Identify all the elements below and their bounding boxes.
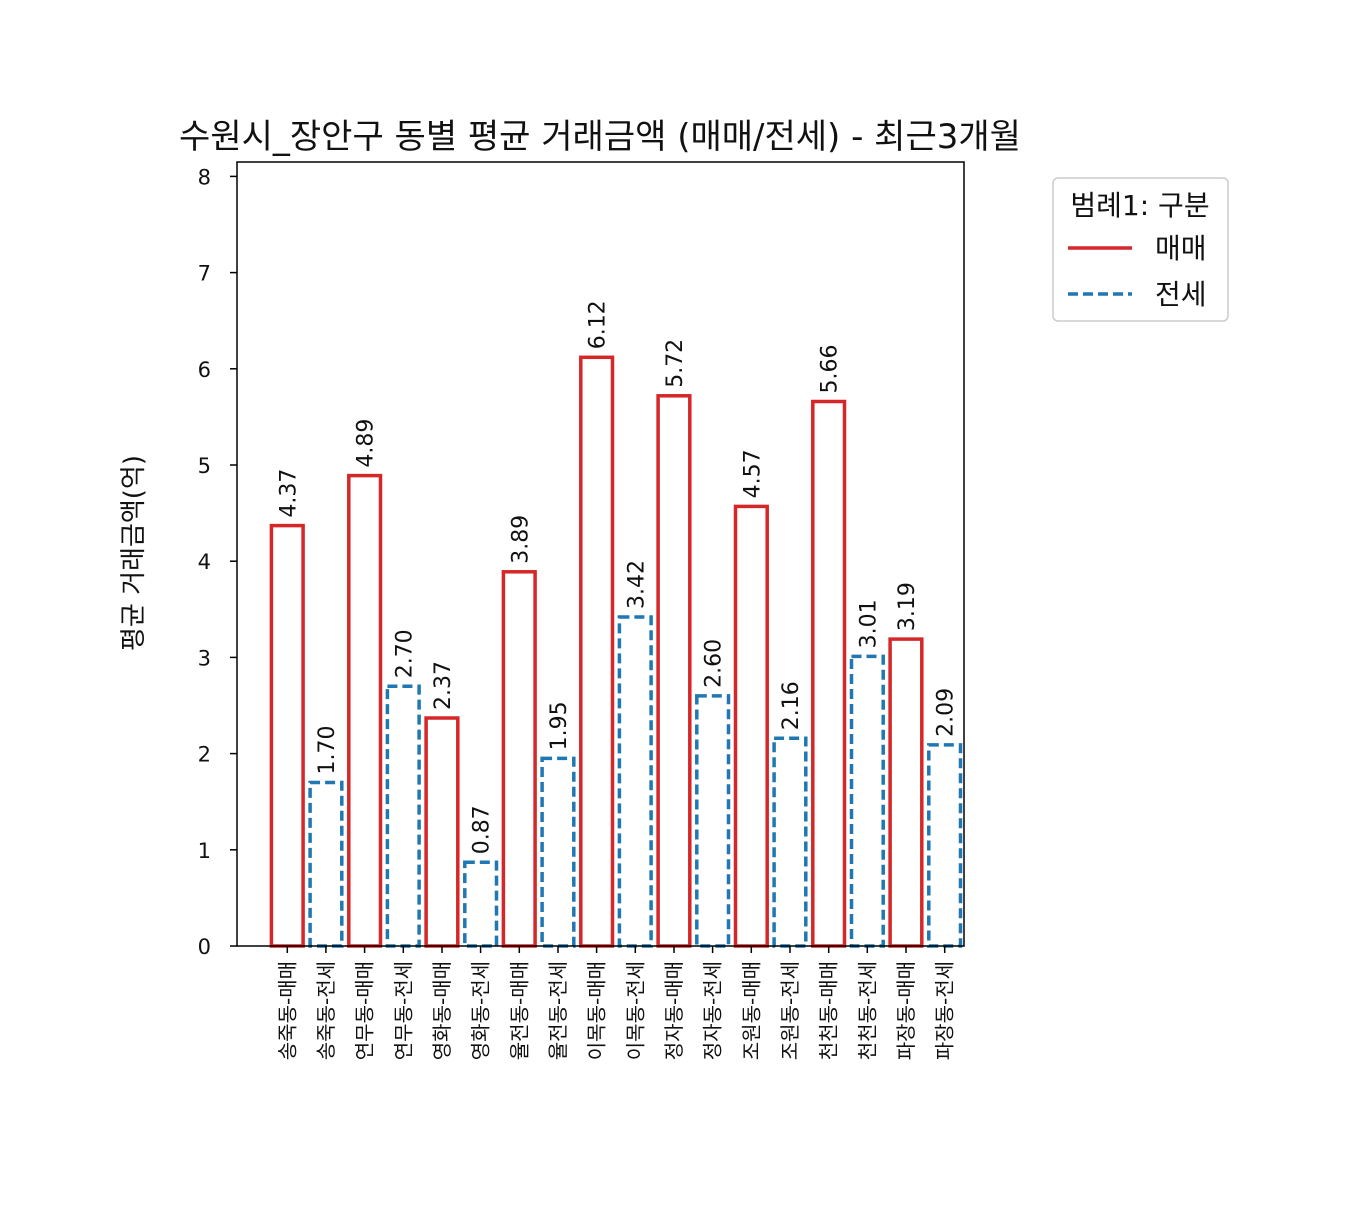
x-tick-label: 영화동-전세 <box>469 961 493 1060</box>
bar <box>656 394 692 948</box>
x-tick-label: 연무동-매매 <box>353 961 377 1060</box>
x-tick-label: 연무동-전세 <box>391 961 415 1060</box>
data-label: 6.12 <box>586 300 611 349</box>
y-tick-label: 4 <box>198 550 211 574</box>
bar <box>540 756 576 948</box>
bar <box>463 860 499 948</box>
y-tick-label: 0 <box>198 935 211 959</box>
data-label: 0.87 <box>470 805 495 854</box>
data-label: 3.89 <box>508 515 533 564</box>
bar <box>347 473 383 948</box>
data-label: 2.37 <box>431 661 456 710</box>
bar <box>579 355 615 948</box>
y-axis-label: 평균 거래금액(억) <box>119 455 149 651</box>
x-tick-label: 영화동-매매 <box>430 961 454 1060</box>
data-label: 5.72 <box>663 339 688 388</box>
bar <box>501 570 537 948</box>
bar <box>617 615 653 948</box>
x-tick-label: 이목동-매매 <box>585 961 609 1060</box>
legend-label: 전세 <box>1155 278 1207 311</box>
y-tick-label: 1 <box>198 839 211 863</box>
x-tick-label: 송죽동-전세 <box>314 961 338 1060</box>
bar <box>385 684 421 948</box>
bar <box>849 654 885 948</box>
bar <box>695 694 731 948</box>
x-tick-label: 율전동-매매 <box>507 961 531 1060</box>
data-label: 3.01 <box>856 599 881 648</box>
x-tick-label: 이목동-전세 <box>623 961 647 1060</box>
data-label: 1.70 <box>315 726 340 775</box>
x-tick-label: 파장동-전세 <box>933 961 957 1060</box>
y-tick-label: 3 <box>198 646 211 670</box>
x-tick-label: 송죽동-매매 <box>275 961 299 1060</box>
legend-title: 범례1: 구분 <box>1070 189 1209 222</box>
data-label: 3.42 <box>624 560 649 609</box>
x-tick-label: 정자동-매매 <box>662 961 686 1060</box>
data-label: 3.19 <box>895 582 920 631</box>
bar <box>811 399 847 948</box>
legend-label: 매매 <box>1155 232 1207 265</box>
data-label: 2.16 <box>779 681 804 730</box>
x-tick-label: 천천동-매매 <box>817 961 841 1060</box>
data-label: 2.09 <box>934 688 959 737</box>
bar <box>772 736 808 948</box>
data-label: 4.89 <box>354 419 379 468</box>
data-label: 4.57 <box>740 449 765 498</box>
data-label: 2.60 <box>702 639 727 688</box>
data-label: 2.70 <box>392 629 417 678</box>
x-tick-label: 정자동-전세 <box>701 961 725 1060</box>
bar <box>424 716 460 948</box>
y-tick-label: 7 <box>198 262 211 286</box>
plot-area: 4.37 송죽동-매매 1.70 송죽동-전세 4.89 연무동-매매 2.70 연무동-전세… <box>198 161 965 1060</box>
y-tick-label: 6 <box>198 358 211 382</box>
bar <box>733 504 769 948</box>
data-label: 1.95 <box>547 701 572 750</box>
y-tick-label: 5 <box>198 454 211 478</box>
x-tick-label: 파장동-매매 <box>894 961 918 1060</box>
bar <box>269 523 305 948</box>
chart-title: 수원시_장안구 동별 평균 거래금액 (매매/전세) - 최근3개월 <box>179 117 1021 157</box>
x-tick-label: 율전동-전세 <box>546 961 570 1060</box>
data-label: 4.37 <box>276 469 301 518</box>
x-tick-label: 천천동-전세 <box>855 961 879 1060</box>
data-label: 5.66 <box>818 345 843 394</box>
x-tick-label: 조원동-매매 <box>739 961 763 1060</box>
legend-box <box>1052 177 1229 322</box>
y-tick-label: 2 <box>198 743 211 767</box>
x-tick-label: 조원동-전세 <box>778 961 802 1060</box>
bar <box>308 780 344 948</box>
plot-frame <box>236 161 965 947</box>
y-tick-label: 8 <box>198 165 211 189</box>
bar <box>927 743 963 948</box>
bar <box>888 637 924 948</box>
